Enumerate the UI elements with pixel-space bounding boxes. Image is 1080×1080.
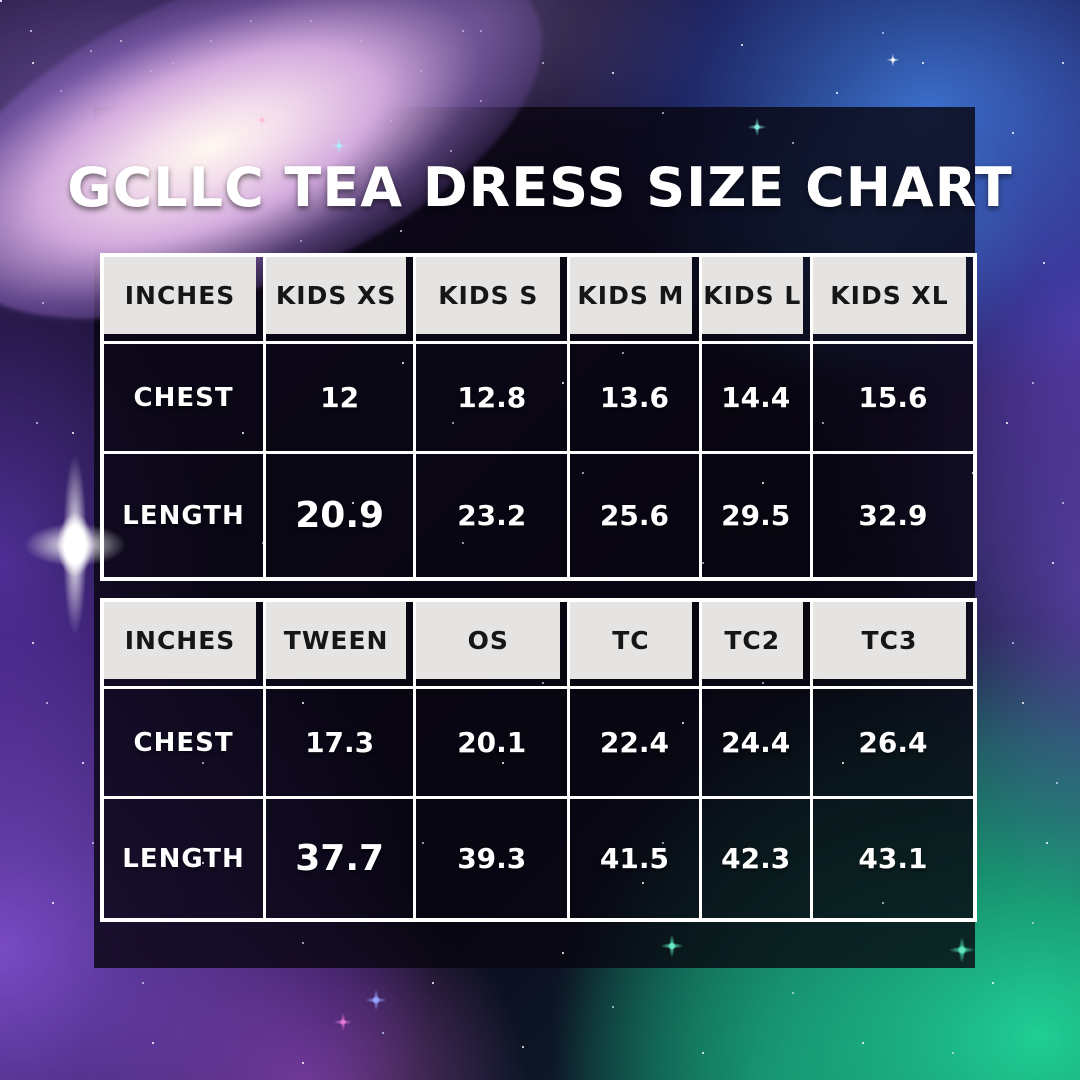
starfield-layer bbox=[0, 0, 2, 2]
table-header-row: INCHES TWEEN OS TC TC2 TC3 bbox=[104, 602, 973, 689]
chest-value: 24.4 bbox=[701, 689, 813, 799]
sparkle-star bbox=[884, 51, 902, 69]
chest-value: 15.6 bbox=[812, 344, 973, 454]
length-value: 32.9 bbox=[858, 499, 928, 532]
column-header-tween: TWEEN bbox=[266, 602, 407, 679]
size-tables: INCHES KIDS XS KIDS S KIDS M KIDS L KIDS… bbox=[100, 253, 977, 939]
chest-value: 17.3 bbox=[266, 689, 417, 799]
length-value: 25.6 bbox=[570, 454, 702, 577]
chest-value: 12.8 bbox=[416, 344, 571, 454]
size-table-tween-adult: INCHES TWEEN OS TC TC2 TC3 CHEST 17.3 20… bbox=[100, 598, 977, 922]
column-header-kids-l: KIDS L bbox=[701, 257, 803, 334]
row-label-chest: CHEST bbox=[104, 344, 267, 454]
chest-value: 13.6 bbox=[570, 344, 702, 454]
row-label-chest: CHEST bbox=[104, 689, 267, 799]
column-header-kids-xs: KIDS XS bbox=[266, 257, 407, 334]
length-value: 43.1 bbox=[858, 842, 928, 875]
length-value: 41.5 bbox=[570, 799, 702, 918]
length-value: 29.5 bbox=[702, 454, 813, 577]
column-header-kids-m: KIDS M bbox=[570, 257, 692, 334]
sparkle-star bbox=[362, 986, 390, 1014]
chest-value: 22.4 bbox=[570, 689, 702, 799]
page-title: GCLLC TEA DRESS SIZE CHART bbox=[67, 156, 1013, 219]
row-label-length: LENGTH bbox=[104, 799, 267, 918]
length-value: 20.9 bbox=[266, 454, 417, 577]
length-value: 23.2 bbox=[416, 454, 571, 577]
chest-value: 12 bbox=[266, 344, 417, 454]
column-header-inches: INCHES bbox=[104, 602, 257, 679]
table-body: CHEST 12 12.8 13.6 14.4 15.6 LENGTH 20.9… bbox=[104, 344, 973, 577]
column-header-kids-s: KIDS S bbox=[416, 257, 561, 334]
length-value: 37.7 bbox=[266, 799, 417, 918]
column-header-kids-xl: KIDS XL bbox=[812, 257, 966, 334]
length-value: 42.3 bbox=[702, 799, 813, 918]
row-label-length: LENGTH bbox=[104, 454, 267, 577]
table-header-row: INCHES KIDS XS KIDS S KIDS M KIDS L KIDS… bbox=[104, 257, 973, 344]
column-header-tc3: TC3 bbox=[812, 602, 966, 679]
chest-value: 20.1 bbox=[416, 689, 571, 799]
column-header-tc2: TC2 bbox=[701, 602, 803, 679]
length-value: 39.3 bbox=[416, 799, 571, 918]
chest-value: 14.4 bbox=[701, 344, 813, 454]
column-header-os: OS bbox=[416, 602, 561, 679]
table-body: CHEST 17.3 20.1 22.4 24.4 26.4 LENGTH 37… bbox=[104, 689, 973, 918]
sparkle-star bbox=[331, 1010, 355, 1034]
column-header-inches: INCHES bbox=[104, 257, 257, 334]
column-header-tc: TC bbox=[570, 602, 692, 679]
size-table-kids: INCHES KIDS XS KIDS S KIDS M KIDS L KIDS… bbox=[100, 253, 977, 581]
chest-value: 26.4 bbox=[812, 689, 973, 799]
